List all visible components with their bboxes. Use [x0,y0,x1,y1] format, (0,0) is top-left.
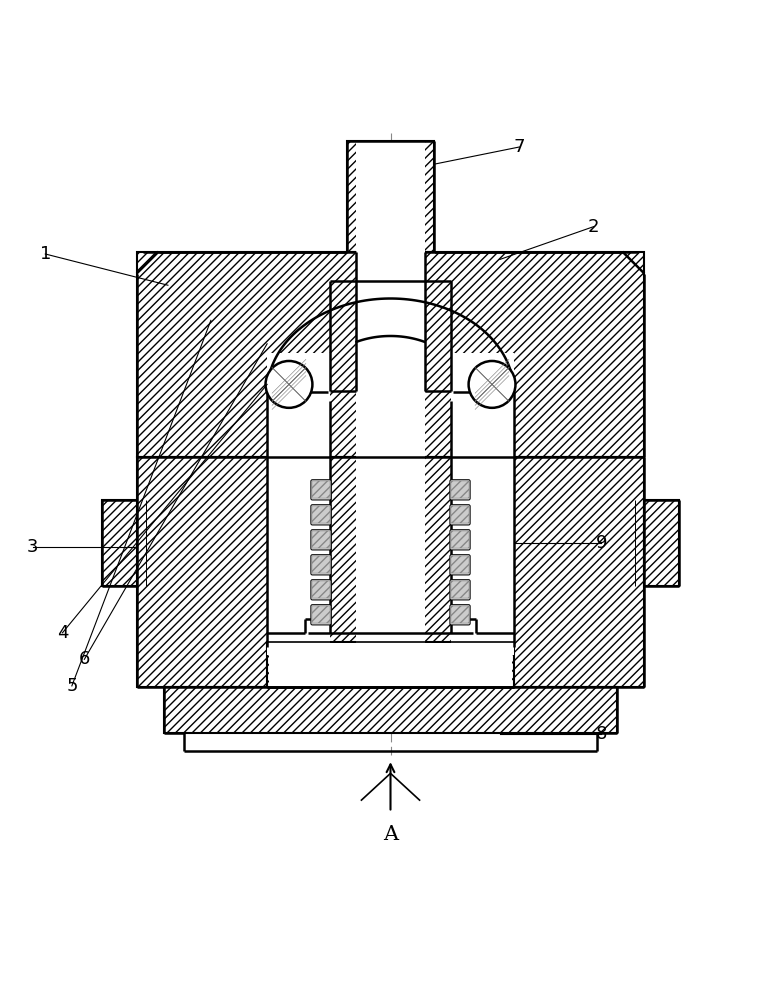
Bar [312,556,330,573]
Bar [267,642,514,687]
Bar [312,531,330,548]
Bar [451,481,469,498]
Bar [267,353,330,647]
Bar [312,481,330,498]
Bar [451,506,469,523]
Text: 9: 9 [596,534,607,552]
FancyBboxPatch shape [450,555,470,575]
FancyBboxPatch shape [311,605,331,625]
Bar [390,457,644,687]
Bar [451,556,469,573]
Bar [312,606,330,623]
FancyBboxPatch shape [450,580,470,600]
Bar [164,687,617,733]
Bar [267,645,514,655]
Bar [451,531,469,548]
Bar [137,252,390,457]
FancyBboxPatch shape [450,530,470,550]
Circle shape [266,361,312,408]
Bar [102,500,137,586]
Circle shape [469,361,515,408]
Text: 3: 3 [27,538,38,556]
Bar [451,581,469,598]
Bar [356,141,425,647]
Text: 7: 7 [514,138,525,156]
Bar [312,581,330,598]
Bar [312,506,330,523]
FancyBboxPatch shape [311,505,331,525]
FancyBboxPatch shape [450,605,470,625]
Bar [644,500,679,586]
FancyBboxPatch shape [311,530,331,550]
Bar [451,353,514,647]
FancyBboxPatch shape [311,555,331,575]
FancyBboxPatch shape [311,480,331,500]
Text: 8: 8 [596,725,607,743]
Text: 6: 6 [79,650,90,668]
Bar [347,141,434,252]
FancyBboxPatch shape [450,480,470,500]
FancyBboxPatch shape [311,580,331,600]
Text: 5: 5 [66,677,77,695]
Bar [269,643,512,687]
Bar [451,606,469,623]
Text: 1: 1 [40,245,51,263]
FancyBboxPatch shape [450,505,470,525]
Bar [137,457,390,687]
Text: A: A [383,825,398,844]
Text: 2: 2 [588,218,599,236]
Bar [390,252,644,457]
Text: 4: 4 [57,624,68,642]
